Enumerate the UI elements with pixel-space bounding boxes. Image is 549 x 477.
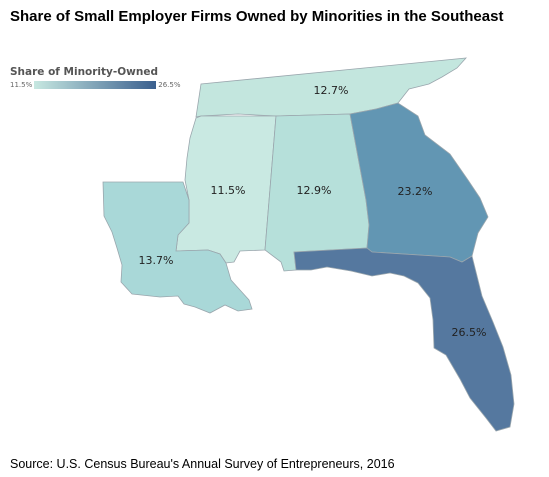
label-louisiana: 13.7% [139,254,174,267]
legend-title: Share of Minority-Owned [10,66,158,78]
legend-gradient-bar [34,81,157,89]
label-florida: 26.5% [452,326,487,339]
label-georgia: 23.2% [398,185,433,198]
state-louisiana[interactable] [102,181,253,314]
label-mississippi: 11.5% [211,184,246,197]
state-florida[interactable] [293,247,515,432]
label-alabama: 12.9% [297,184,332,197]
legend-max-label: 26.5% [158,81,181,89]
label-tennessee: 12.7% [314,84,349,97]
color-legend: Share of Minority-Owned 11.5% 26.5% [10,66,190,89]
state-georgia[interactable] [349,102,489,263]
state-tennessee[interactable] [195,57,467,118]
source-note: Source: U.S. Census Bureau's Annual Surv… [10,457,395,471]
map-title: Share of Small Employer Firms Owned by M… [10,8,504,25]
legend-scale: 11.5% 26.5% [10,81,190,89]
legend-min-label: 11.5% [10,81,33,89]
